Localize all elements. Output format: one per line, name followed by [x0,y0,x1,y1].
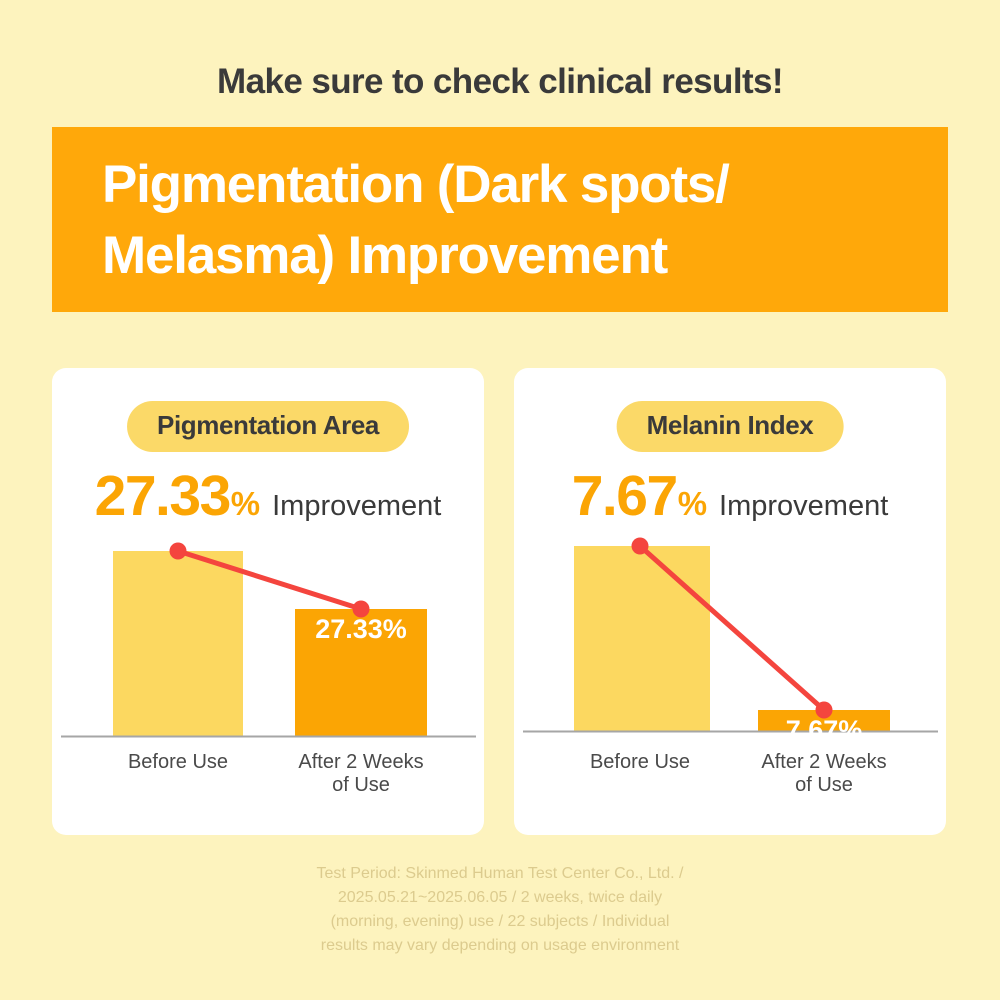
footer-line-2: 2025.05.21~2025.06.05 / 2 weeks, twice d… [337,889,663,906]
trend-point-before [631,537,649,555]
stat-value: 7.67 [571,464,678,528]
result-card-pigmentation-area: Pigmentation Area 27.33 % Improvement 27… [52,368,484,835]
banner-title-block: Pigmentation (Dark spots/ Melasma) Impro… [52,127,948,312]
stat-label: Improvement [272,490,442,522]
stat-value: 27.33 [94,464,232,528]
x-axis-label-before: Before Use [128,751,228,773]
page-subtitle: Make sure to check clinical results! [217,62,783,101]
x-axis-label-after-line1: After 2 Weeks [761,751,886,773]
footer-disclaimer: Test Period: Skinmed Human Test Center C… [0,862,1000,958]
x-axis-label-before: Before Use [590,751,690,773]
banner-title-line-1: Pigmentation (Dark spots/ [102,154,730,214]
trend-line [175,548,364,612]
bar-after-2-weeks [758,710,890,731]
stat-label: Improvement [719,490,889,522]
x-axis-label-after-line2: of Use [795,774,853,796]
stat-percent-sign: % [677,485,708,522]
footer-line-4: results may vary depending on usage envi… [320,937,680,954]
bar-chart-melanin-index: 7.67% Before Use After 2 Weeks of Use [514,528,946,828]
bar-after-2-weeks [295,609,427,736]
bar-before-use [113,551,243,736]
stat-block-pigmentation-area: 27.33 % Improvement [52,468,484,525]
bar-before-use [574,546,710,731]
x-axis-label-after-line2: of Use [332,774,390,796]
trend-point-after [352,600,370,618]
result-card-melanin-index: Melanin Index 7.67 % Improvement 7.67% B… [514,368,946,835]
trend-line [637,543,827,713]
stat-percent-sign: % [230,485,261,522]
stat-block-melanin-index: 7.67 % Improvement [514,468,946,525]
trend-point-after [815,701,833,719]
trend-point-before [169,542,187,560]
card-badge-melanin-index: Melanin Index [616,401,844,452]
bar-value-label-after: 7.67% [786,715,863,745]
card-badge-pigmentation-area: Pigmentation Area [127,401,409,452]
footer-line-1: Test Period: Skinmed Human Test Center C… [316,865,684,882]
footer-line-3: (morning, evening) use / 22 subjects / I… [330,913,670,930]
banner-title-line-2: Melasma) Improvement [102,225,668,285]
bar-chart-pigmentation-area: 27.33% Before Use After 2 Weeks of Use [52,528,484,828]
bar-value-label-after: 27.33% [315,614,407,644]
x-axis-label-after-line1: After 2 Weeks [298,751,423,773]
